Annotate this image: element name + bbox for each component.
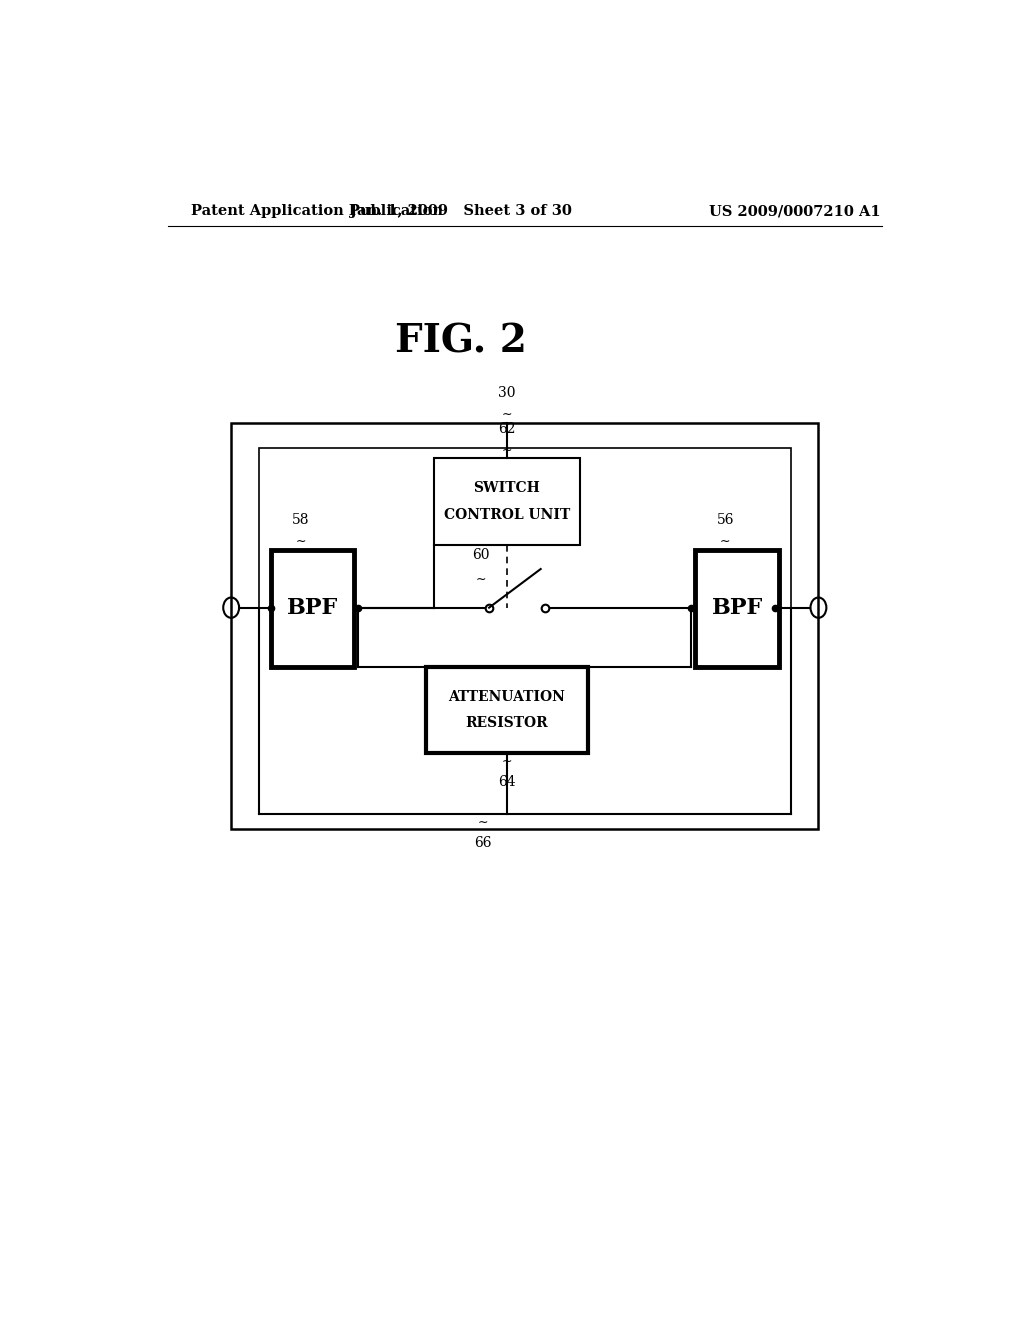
Text: BPF: BPF — [712, 597, 763, 619]
Text: US 2009/0007210 A1: US 2009/0007210 A1 — [709, 205, 881, 218]
Text: ∼: ∼ — [478, 816, 488, 829]
Bar — [259, 447, 791, 814]
Text: FIG. 2: FIG. 2 — [395, 322, 527, 360]
Text: 58: 58 — [292, 513, 309, 528]
Text: 56: 56 — [717, 513, 734, 528]
Text: ∼: ∼ — [502, 755, 512, 768]
Text: ∼: ∼ — [295, 535, 306, 548]
Text: CONTROL UNIT: CONTROL UNIT — [443, 508, 570, 521]
Text: ∼: ∼ — [502, 444, 512, 457]
Text: Patent Application Publication: Patent Application Publication — [191, 205, 443, 218]
Text: RESISTOR: RESISTOR — [466, 715, 548, 730]
Text: ATTENUATION: ATTENUATION — [449, 689, 565, 704]
Bar — [270, 549, 354, 667]
Bar — [231, 422, 818, 829]
Text: SWITCH: SWITCH — [473, 482, 541, 495]
Text: 66: 66 — [474, 837, 492, 850]
Text: BPF: BPF — [287, 597, 338, 619]
Text: ∼: ∼ — [720, 535, 730, 548]
Bar — [695, 549, 778, 667]
Text: 30: 30 — [499, 387, 516, 400]
Text: Jan. 1, 2009   Sheet 3 of 30: Jan. 1, 2009 Sheet 3 of 30 — [350, 205, 572, 218]
Text: ∼: ∼ — [476, 573, 486, 586]
Text: 60: 60 — [472, 548, 489, 562]
Bar — [426, 667, 588, 752]
Text: ∼: ∼ — [502, 408, 512, 421]
Text: 62: 62 — [499, 422, 516, 436]
Text: 64: 64 — [498, 775, 516, 789]
Bar — [433, 458, 581, 545]
